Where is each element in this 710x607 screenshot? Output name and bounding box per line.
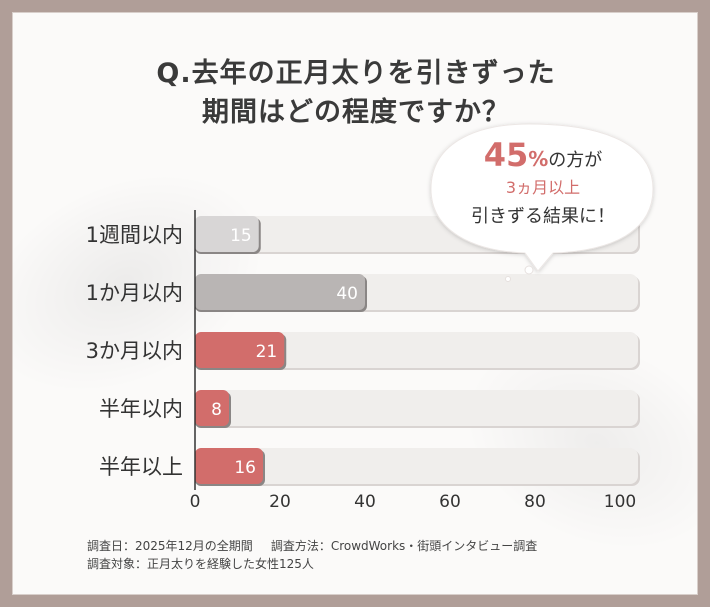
- bar: [195, 390, 229, 426]
- data-label: 15: [230, 226, 252, 246]
- x-tick-label: 100: [604, 492, 636, 512]
- survey-method: 調査方法：CrowdWorks・街頭インタビュー調査: [270, 539, 538, 553]
- x-tick-label: 40: [354, 492, 376, 512]
- category-label: 1か月以内: [86, 281, 183, 305]
- category-label: 1週間以内: [86, 223, 183, 247]
- callout-line2: 3ヵ月以上: [506, 178, 580, 197]
- callout-bubble-shape: [430, 123, 654, 272]
- bar-track: [195, 448, 638, 484]
- chart-title-line1: Q.去年の正月太りを引きずった: [156, 58, 556, 89]
- bar-track: [195, 332, 638, 368]
- data-label: 40: [336, 284, 358, 304]
- infographic-card: Q.去年の正月太りを引きずった 期間はどの程度ですか？ 1週間以内 1か月以内 3か…: [12, 12, 698, 595]
- survey-info-line1: 調査日：2025年12月の全期間 調査方法：CrowdWorks・街頭インタビュー…: [87, 537, 537, 554]
- callout-bubble: 45%の方が 3ヵ月以上 引きずる結果に！: [430, 123, 654, 282]
- bar: [195, 332, 285, 368]
- chart-title-line2: 期間はどの程度ですか？: [202, 97, 510, 128]
- category-label: 3か月以内: [86, 339, 183, 363]
- x-tick-label: 80: [524, 492, 546, 512]
- bar: [195, 216, 259, 252]
- bar: [195, 448, 263, 484]
- survey-target: 調査対象：正月太りを経験した女性125人: [87, 557, 314, 571]
- callout-highlight-unit: %: [528, 147, 548, 171]
- callout-line1-rest: の方が: [548, 150, 602, 171]
- data-label: 8: [211, 400, 222, 420]
- survey-date: 調査日：2025年12月の全期間: [87, 539, 253, 553]
- callout-line3: 引きずる結果に！: [471, 206, 615, 227]
- category-label: 半年以内: [99, 397, 183, 421]
- callout-dot: [524, 265, 534, 275]
- data-label: 21: [256, 342, 278, 362]
- bar-track: [195, 390, 638, 426]
- survey-info-line2: 調査対象：正月太りを経験した女性125人: [87, 555, 314, 572]
- callout-line1: 45%の方が: [484, 136, 603, 174]
- bar: [195, 274, 365, 310]
- x-tick-label: 60: [439, 492, 461, 512]
- category-label: 半年以上: [99, 455, 183, 479]
- x-tick-label: 20: [269, 492, 291, 512]
- callout-highlight-value: 45: [484, 136, 529, 174]
- x-tick-label: 0: [190, 492, 201, 512]
- data-label: 16: [234, 458, 256, 478]
- callout-dot: [505, 276, 511, 282]
